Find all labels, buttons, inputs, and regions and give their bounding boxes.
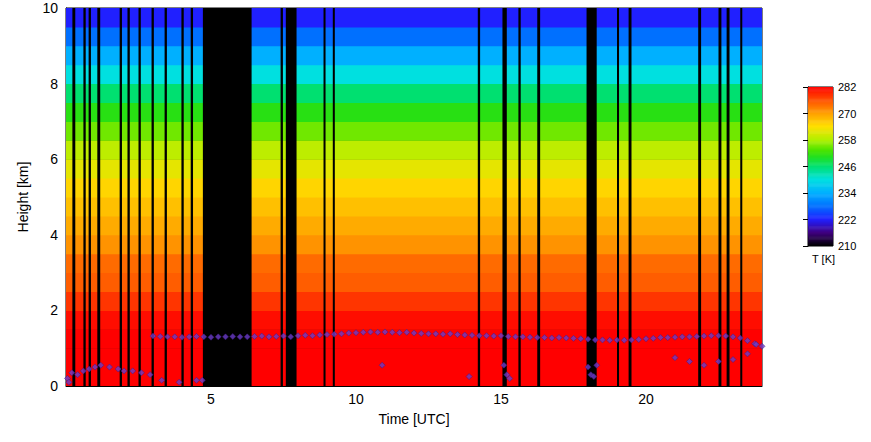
svg-text:246: 246 [838, 161, 856, 173]
svg-text:222: 222 [838, 214, 856, 226]
svg-text:2: 2 [50, 302, 58, 318]
svg-text:210: 210 [838, 240, 856, 252]
svg-text:Height [km]: Height [km] [15, 162, 31, 233]
svg-text:270: 270 [838, 108, 856, 120]
svg-text:20: 20 [638, 391, 654, 407]
svg-text:234: 234 [838, 187, 856, 199]
svg-text:282: 282 [838, 81, 856, 93]
svg-text:258: 258 [838, 134, 856, 146]
svg-text:10: 10 [348, 391, 364, 407]
svg-text:6: 6 [50, 151, 58, 167]
svg-text:10: 10 [42, 0, 58, 16]
svg-text:15: 15 [493, 391, 509, 407]
svg-text:0: 0 [50, 378, 58, 394]
svg-text:T [K]: T [K] [812, 253, 835, 265]
svg-text:Time [UTC]: Time [UTC] [378, 411, 449, 427]
svg-text:5: 5 [207, 391, 215, 407]
svg-text:4: 4 [50, 227, 58, 243]
svg-text:8: 8 [50, 76, 58, 92]
